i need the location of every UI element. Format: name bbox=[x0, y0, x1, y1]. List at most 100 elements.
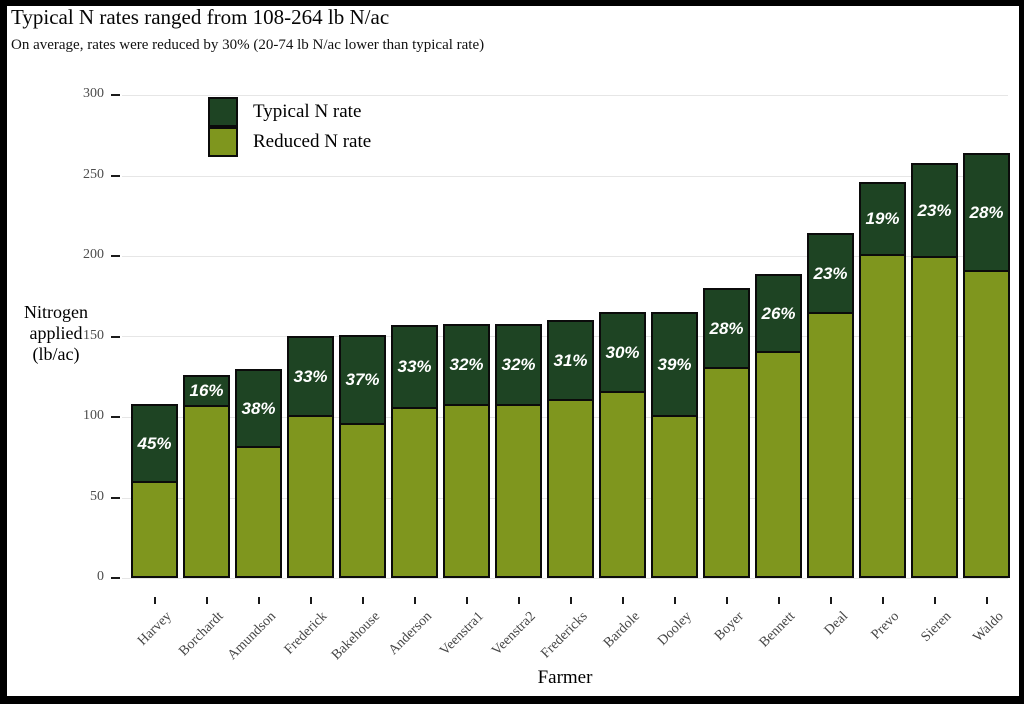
bar-percent-label: 31% bbox=[553, 350, 588, 370]
bar-segment-typical: 26% bbox=[755, 274, 802, 353]
bar-percent-label: 32% bbox=[501, 355, 536, 374]
bar-segment-typical: 23% bbox=[807, 233, 854, 314]
bar-percent-label: 33% bbox=[293, 366, 328, 386]
x-tick-label-borchardt: Borchardt bbox=[176, 609, 227, 660]
bar-dooley: 39% bbox=[651, 312, 698, 578]
y-tick-label: 300 bbox=[83, 86, 104, 101]
x-tick bbox=[154, 597, 156, 604]
bar-segment-reduced bbox=[547, 401, 594, 578]
bar-segment-reduced bbox=[131, 483, 178, 578]
x-tick-label-prevo: Prevo bbox=[868, 609, 903, 643]
bar-bennett: 26% bbox=[755, 274, 802, 578]
bar-segment-reduced bbox=[287, 417, 334, 578]
y-tick bbox=[111, 416, 120, 418]
x-tick-label-bennett: Bennett bbox=[757, 609, 799, 651]
bar-segment-typical: 39% bbox=[651, 312, 698, 417]
bar-sieren: 23% bbox=[911, 163, 958, 578]
bar-segment-typical: 23% bbox=[911, 163, 958, 258]
y-tick bbox=[111, 175, 120, 177]
bar-segment-reduced bbox=[755, 353, 802, 578]
gridline-y-300 bbox=[122, 95, 1008, 96]
chart-subtitle: On average, rates were reduced by 30% (2… bbox=[11, 37, 485, 53]
x-tick-label-waldo: Waldo bbox=[970, 609, 1007, 646]
x-tick bbox=[466, 597, 468, 604]
y-tick bbox=[111, 497, 120, 499]
legend-label-reduced: Reduced N rate bbox=[253, 131, 372, 152]
x-tick-label-harvey: Harvey bbox=[134, 609, 175, 649]
bar-waldo: 28% bbox=[963, 153, 1010, 578]
x-tick bbox=[518, 597, 520, 604]
bar-fredericks: 31% bbox=[547, 320, 594, 578]
y-tick-label: 100 bbox=[83, 408, 104, 423]
x-tick-label-frederick: Frederick bbox=[282, 609, 331, 658]
x-tick-label-anderson: Anderson bbox=[385, 609, 435, 659]
bar-percent-label: 30% bbox=[605, 342, 640, 362]
bar-segment-typical: 16% bbox=[183, 375, 230, 407]
bar-segment-typical: 30% bbox=[599, 312, 646, 393]
legend-item-reduced: Reduced N rate bbox=[208, 127, 371, 157]
x-tick bbox=[674, 597, 676, 604]
bar-veenstra2: 32% bbox=[495, 324, 542, 578]
bar-segment-reduced bbox=[703, 369, 750, 578]
bar-anderson: 33% bbox=[391, 325, 438, 578]
bar-percent-label: 33% bbox=[397, 357, 432, 376]
bar-segment-typical: 33% bbox=[287, 336, 334, 417]
x-axis-title: Farmer bbox=[537, 667, 593, 688]
bar-segment-reduced bbox=[235, 448, 282, 578]
bar-bakehouse: 37% bbox=[339, 335, 386, 578]
bar-segment-typical: 32% bbox=[495, 324, 542, 406]
x-tick bbox=[362, 597, 364, 604]
bar-segment-reduced bbox=[859, 256, 906, 578]
legend-label-typical: Typical N rate bbox=[253, 101, 362, 122]
x-tick-label-boyer: Boyer bbox=[711, 609, 747, 644]
bar-segment-typical: 19% bbox=[859, 182, 906, 256]
gridline-y-250 bbox=[122, 176, 1008, 177]
bar-segment-typical: 32% bbox=[443, 324, 490, 406]
x-tick bbox=[934, 597, 936, 604]
bar-percent-label: 16% bbox=[189, 381, 224, 400]
bar-boyer: 28% bbox=[703, 288, 750, 578]
x-tick bbox=[882, 597, 884, 604]
y-tick-label: 50 bbox=[90, 489, 104, 504]
x-tick-label-deal: Deal bbox=[821, 609, 851, 639]
x-tick-label-fredericks: Fredericks bbox=[538, 609, 591, 662]
bar-segment-reduced bbox=[391, 409, 438, 578]
x-tick bbox=[830, 597, 832, 604]
gridline-y-200 bbox=[122, 256, 1008, 257]
x-tick-label-dooley: Dooley bbox=[654, 609, 695, 649]
bar-segment-reduced bbox=[911, 258, 958, 578]
x-tick bbox=[414, 597, 416, 604]
bar-percent-label: 23% bbox=[813, 263, 848, 283]
bar-segment-reduced bbox=[495, 406, 542, 578]
legend-swatch-typical bbox=[208, 97, 238, 127]
y-tick bbox=[111, 94, 120, 96]
bar-segment-reduced bbox=[963, 272, 1010, 578]
y-tick bbox=[111, 255, 120, 257]
bar-percent-label: 32% bbox=[449, 355, 484, 374]
gridline-y-0 bbox=[122, 578, 1008, 579]
x-tick-label-amundson: Amundson bbox=[224, 609, 279, 664]
chart-title: Typical N rates ranged from 108-264 lb N… bbox=[11, 5, 390, 29]
y-tick bbox=[111, 336, 120, 338]
bar-segment-typical: 28% bbox=[963, 153, 1010, 272]
bar-segment-typical: 31% bbox=[547, 320, 594, 401]
x-tick-label-veenstra2: Veenstra2 bbox=[488, 609, 539, 659]
x-tick-label-bardole: Bardole bbox=[600, 609, 643, 651]
bar-harvey: 45% bbox=[131, 404, 178, 578]
bar-segment-reduced bbox=[443, 406, 490, 578]
bar-percent-label: 19% bbox=[865, 209, 900, 228]
legend-swatch-reduced bbox=[208, 127, 238, 157]
plot-panel: 45% 16% 38% 33% 37% 33% 32% 32% 31% 30% 39% 28% 26% 2… bbox=[122, 85, 1010, 602]
x-tick-label-sieren: Sieren bbox=[918, 609, 955, 645]
bar-segment-typical: 37% bbox=[339, 335, 386, 425]
x-tick bbox=[206, 597, 208, 604]
y-tick-label: 150 bbox=[83, 328, 104, 343]
x-tick bbox=[986, 597, 988, 604]
y-tick-label: 0 bbox=[97, 569, 104, 584]
legend: Typical N rate Reduced N rate bbox=[208, 97, 371, 157]
bar-deal: 23% bbox=[807, 233, 854, 578]
bar-segment-typical: 38% bbox=[235, 369, 282, 448]
y-axis-title-line: Nitrogen bbox=[24, 302, 88, 322]
x-tick bbox=[310, 597, 312, 604]
bar-segment-typical: 28% bbox=[703, 288, 750, 369]
